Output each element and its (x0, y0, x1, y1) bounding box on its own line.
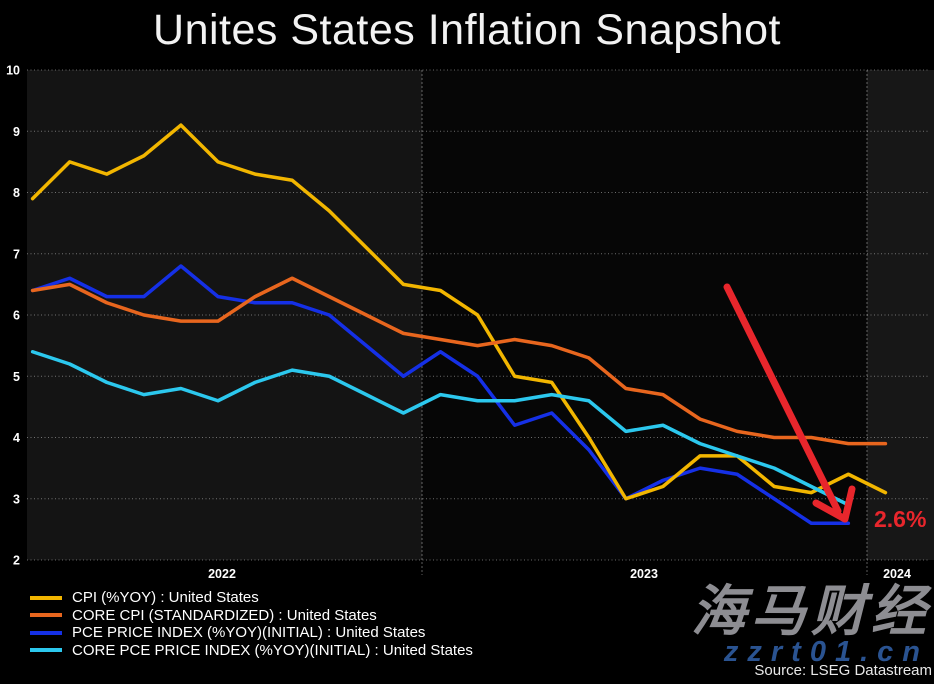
x-tick-label: 2024 (883, 567, 911, 581)
legend: CPI (%YOY) : United States CORE CPI (STAN… (30, 589, 473, 659)
y-tick-label: 3 (13, 492, 20, 506)
legend-swatch (30, 613, 62, 618)
watermark-site: zzrt01.cn (723, 636, 929, 668)
x-tick-label: 2023 (630, 567, 658, 581)
y-tick-label: 5 (13, 370, 20, 384)
x-tick-label: 2022 (208, 567, 236, 581)
legend-item: CPI (%YOY) : United States (30, 589, 473, 607)
y-tick-label: 9 (13, 125, 20, 139)
y-tick-label: 2 (13, 554, 20, 568)
legend-label: CORE PCE PRICE INDEX (%YOY)(INITIAL) : U… (72, 641, 473, 659)
chart-title: Unites States Inflation Snapshot (153, 6, 781, 54)
series-line-3 (30, 350, 851, 507)
y-tick-label: 8 (13, 186, 20, 200)
series-line-2 (30, 264, 851, 525)
y-tick-label: 10 (6, 64, 20, 78)
trend-arrow-shaft (723, 283, 842, 515)
source-credit: Source: LSEG Datastream (754, 662, 932, 679)
legend-swatch (30, 630, 62, 635)
legend-swatch (30, 648, 62, 653)
y-tick-label: 7 (13, 247, 20, 261)
legend-label: PCE PRICE INDEX (%YOY)(INITIAL) : United… (72, 624, 426, 642)
legend-label: CORE CPI (STANDARDIZED) : United States (72, 606, 377, 624)
legend-item: CORE CPI (STANDARDIZED) : United States (30, 607, 473, 625)
trend-arrow-head (812, 485, 856, 523)
y-tick-label: 6 (13, 309, 20, 323)
series-line-1 (30, 276, 888, 446)
pce-value-callout: 2.6% (874, 506, 927, 532)
legend-label: CPI (%YOY) : United States (72, 589, 259, 607)
legend-item: CORE PCE PRICE INDEX (%YOY)(INITIAL) : U… (30, 642, 473, 660)
series-line-0 (30, 123, 888, 501)
legend-item: PCE PRICE INDEX (%YOY)(INITIAL) : United… (30, 624, 473, 642)
legend-swatch (30, 595, 62, 600)
watermark-brand: 海马财经 (690, 580, 931, 642)
y-tick-label: 4 (13, 431, 20, 445)
year-band-2023 (422, 70, 867, 560)
trend-arrow (723, 283, 856, 523)
